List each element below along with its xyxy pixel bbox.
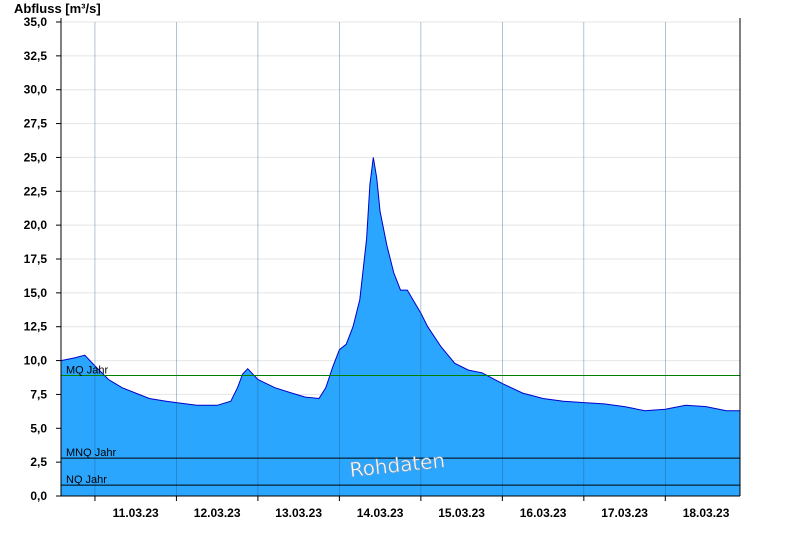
- reference-label: MQ Jahr: [66, 364, 109, 376]
- y-tick-label: 30,0: [24, 83, 48, 97]
- reference-label: NQ Jahr: [66, 474, 107, 486]
- x-tick-label: 18.03.23: [683, 506, 730, 520]
- y-axis-title: Abfluss [m³/s]: [14, 1, 101, 16]
- axes: [56, 18, 741, 501]
- x-tick-label: 11.03.23: [113, 506, 159, 520]
- y-tick-label: 2,5: [30, 455, 47, 469]
- y-tick-label: 7,5: [30, 387, 47, 401]
- y-tick-label: 22,5: [24, 184, 48, 198]
- x-tick-label: 12.03.23: [194, 506, 241, 520]
- reference-lines: MQ Jahr MNQ Jahr NQ Jahr: [61, 364, 740, 486]
- y-tick-label: 12,5: [24, 320, 48, 334]
- y-tick-label: 17,5: [24, 252, 48, 266]
- x-tick-label: 17.03.23: [601, 506, 648, 520]
- discharge-area: [61, 157, 740, 496]
- reference-label: MNQ Jahr: [66, 447, 116, 459]
- x-tick-label: 13.03.23: [275, 506, 322, 520]
- y-tick-label: 27,5: [24, 117, 48, 131]
- x-tick-labels: 11.03.23 12.03.23 13.03.23 14.03.23 15.03.23…: [113, 506, 730, 520]
- y-tick-label: 15,0: [24, 286, 48, 300]
- x-tick-label: 14.03.23: [357, 506, 404, 520]
- y-tick-label: 25,0: [24, 150, 48, 164]
- y-tick-labels: 0,0 2,5 5,0 7,5 10,0 12,5 15,0 17,5 20,0 22,5 25,0…: [24, 15, 48, 503]
- day-dividers: [94, 22, 666, 496]
- y-tick-label: 5,0: [30, 421, 47, 435]
- y-tick-label: 35,0: [24, 15, 48, 29]
- y-tick-label: 20,0: [24, 218, 48, 232]
- x-tick-label: 15.03.23: [438, 506, 485, 520]
- y-tick-label: 10,0: [24, 354, 48, 368]
- y-tick-label: 0,0: [30, 489, 47, 503]
- y-tick-label: 32,5: [24, 49, 48, 63]
- x-tick-label: 16.03.23: [520, 506, 567, 520]
